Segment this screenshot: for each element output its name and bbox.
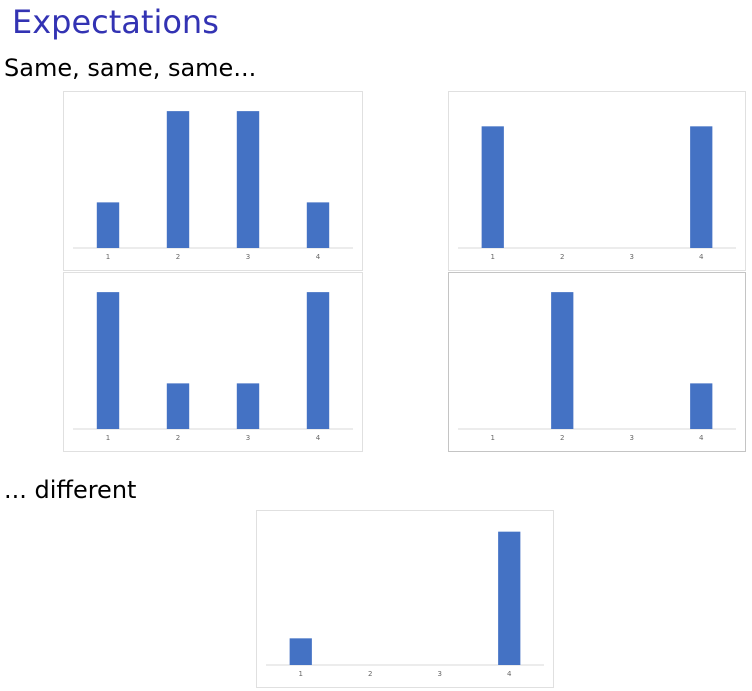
slide-title: Expectations [12, 3, 219, 41]
bar-1 [289, 638, 312, 665]
chart-2: 1 2 3 4 [448, 91, 746, 271]
x-tick-label: 1 [491, 434, 495, 442]
x-tick-label: 4 [507, 670, 512, 678]
x-tick-label: 1 [299, 670, 303, 678]
different-label: ... different [4, 476, 137, 504]
x-tick-label: 3 [630, 434, 634, 442]
chart-4-svg: 1 2 3 4 [458, 292, 736, 442]
chart-5-svg: 1 2 3 4 [266, 531, 544, 678]
chart-4: 1 2 3 4 [448, 272, 746, 452]
bar-1 [481, 126, 504, 248]
chart-5: 1 2 3 4 [256, 510, 554, 688]
x-tick-label: 1 [106, 253, 110, 261]
bar-4 [690, 383, 713, 429]
chart-3: 1 2 3 4 [63, 272, 363, 452]
x-tick-label: 3 [630, 253, 634, 261]
x-tick-label: 3 [438, 670, 442, 678]
chart-1: 1 2 3 4 [63, 91, 363, 271]
x-tick-label: 3 [246, 434, 250, 442]
x-tick-label: 2 [560, 253, 564, 261]
chart-3-svg: 1 2 3 4 [73, 292, 353, 442]
x-tick-label: 2 [176, 434, 180, 442]
bar-2 [166, 111, 190, 248]
bar-2 [551, 292, 574, 429]
x-tick-label: 2 [560, 434, 564, 442]
x-tick-label: 4 [316, 434, 321, 442]
x-tick-label: 1 [106, 434, 110, 442]
x-tick-label: 3 [246, 253, 250, 261]
chart-2-svg: 1 2 3 4 [458, 126, 736, 261]
bar-3 [236, 111, 260, 248]
bar-1 [96, 202, 120, 248]
bar-1 [96, 292, 120, 429]
slide-subtitle: Same, same, same... [4, 54, 257, 82]
bar-2 [166, 383, 190, 429]
x-tick-label: 1 [491, 253, 495, 261]
bar-4 [498, 531, 521, 665]
x-tick-label: 4 [699, 253, 704, 261]
x-tick-label: 2 [176, 253, 180, 261]
x-tick-label: 4 [316, 253, 321, 261]
bar-4 [306, 202, 330, 248]
bar-4 [690, 126, 713, 248]
bar-3 [236, 383, 260, 429]
x-tick-label: 4 [699, 434, 704, 442]
x-tick-label: 2 [368, 670, 372, 678]
bar-4 [306, 292, 330, 429]
chart-1-svg: 1 2 3 4 [73, 111, 353, 261]
